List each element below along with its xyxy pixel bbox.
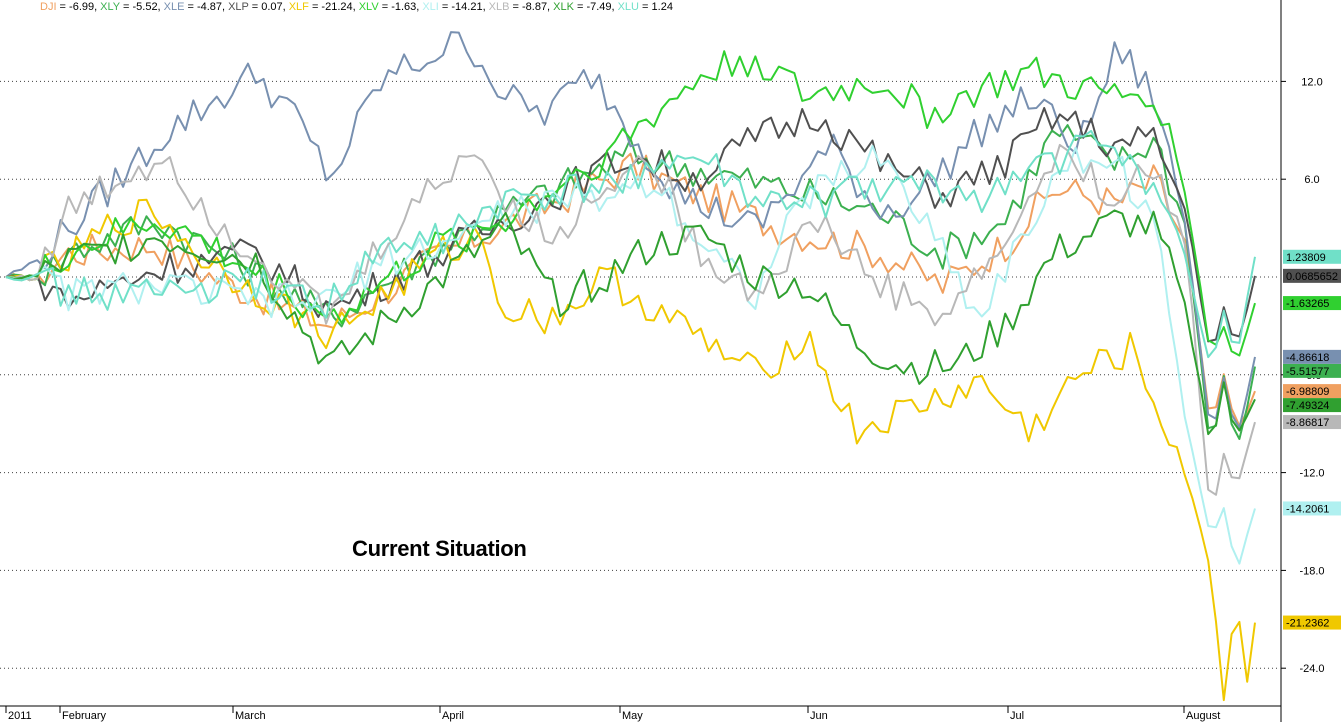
end-label-text: 1.23809 <box>1286 252 1326 264</box>
end-label-box <box>1283 501 1341 516</box>
legend-series-name: XLP <box>228 1 249 13</box>
legend-series-name: XLY <box>100 1 120 13</box>
end-label-box <box>1283 615 1341 630</box>
end-label-text: -1.63265 <box>1286 298 1329 310</box>
x-tick-label: February <box>62 710 107 722</box>
legend-series-name: XLK <box>553 1 574 13</box>
legend-item-dji: DJI = -6.99, <box>40 1 97 13</box>
end-label-text: -7.49324 <box>1286 400 1329 412</box>
x-tick-label: 2011 <box>8 710 32 722</box>
x-tick-label: Jun <box>810 710 828 722</box>
legend-series-name: DJI <box>40 1 57 13</box>
series-line-xlu <box>5 129 1256 359</box>
end-label-text: 0.0685652 <box>1286 271 1338 283</box>
end-label-xly: -5.51577 <box>1283 363 1341 378</box>
end-label-box <box>1283 296 1341 311</box>
legend-item-xly: XLY = -5.52, <box>100 1 160 13</box>
y-tick-label: -24.0 <box>1299 663 1324 675</box>
series-line-xli <box>5 144 1256 565</box>
legend-item-xlf: XLF = -21.24, <box>289 1 356 13</box>
legend-item-xlu: XLU = 1.24 <box>618 1 673 13</box>
end-label-text: -21.2362 <box>1286 618 1329 630</box>
legend-series-value: = -1.63, <box>378 1 420 13</box>
end-label-xle: -4.86618 <box>1283 349 1341 364</box>
end-label-box <box>1283 363 1341 378</box>
end-label-text: -5.51577 <box>1286 366 1329 378</box>
end-label-text: -6.98809 <box>1286 386 1329 398</box>
series-line-xlp <box>5 107 1256 343</box>
legend-item-xlb: XLB = -8.87, <box>489 1 550 13</box>
legend-item-xlv: XLV = -1.63, <box>359 1 420 13</box>
legend-series-name: XLF <box>288 1 309 13</box>
legend-series-value: = -6.99, <box>56 1 98 13</box>
legend-item-xli: XLI = -14.21, <box>422 1 485 13</box>
legend-series-name: XLV <box>358 1 379 13</box>
y-tick-label: -18.0 <box>1299 565 1324 577</box>
end-label-box <box>1283 268 1341 283</box>
x-tick-label: August <box>1186 710 1220 722</box>
y-tick-label: -12.0 <box>1299 468 1324 480</box>
legend-series-value: = -21.24, <box>308 1 356 13</box>
y-tick-label: 12.0 <box>1301 76 1322 88</box>
end-label-text: -4.86618 <box>1286 352 1329 364</box>
legend-item-xle: XLE = -4.87, <box>164 1 225 13</box>
legend-series-value: = 0.07, <box>248 1 286 13</box>
legend-series-name: XLE <box>163 1 185 13</box>
end-label-dji: -6.98809 <box>1283 384 1341 399</box>
x-tick-label: Jul <box>1010 710 1024 722</box>
end-label-text: -8.86817 <box>1286 417 1329 429</box>
legend-series-value: = -5.52, <box>119 1 161 13</box>
end-label-box <box>1283 349 1341 364</box>
series-line-xlk <box>5 209 1256 436</box>
y-tick-label: 6.0 <box>1304 174 1319 186</box>
legend-item-xlk: XLK = -7.49, <box>553 1 614 13</box>
end-label-xlp: 0.0685652 <box>1283 268 1341 283</box>
end-label-box <box>1283 398 1341 413</box>
series-line-xlv <box>5 50 1256 357</box>
series-line-xlb <box>5 143 1256 496</box>
end-label-xlu: 1.23809 <box>1283 249 1341 264</box>
x-tick-label: April <box>442 710 464 722</box>
legend-series-value: = -4.87, <box>184 1 226 13</box>
end-label-xlv: -1.63265 <box>1283 296 1341 311</box>
end-label-xli: -14.2061 <box>1283 501 1341 515</box>
legend-series-value: = -14.21, <box>438 1 486 13</box>
end-label-box <box>1283 384 1341 399</box>
legend-series-value: = 1.24 <box>639 1 673 13</box>
series-line-xlf <box>5 198 1256 702</box>
legend-series-value: = -7.49, <box>573 1 615 13</box>
end-label-box <box>1283 415 1341 430</box>
x-tick-label: May <box>622 710 643 722</box>
end-label-xlk: -7.49324 <box>1283 398 1341 413</box>
end-label-xlb: -8.86817 <box>1283 415 1341 430</box>
x-tick-label: March <box>235 710 266 722</box>
chart-annotation: Current Situation <box>352 536 527 561</box>
end-label-box <box>1283 249 1341 264</box>
legend: DJI = -6.99, XLY = -5.52, XLE = -4.87, XLP … <box>40 1 676 15</box>
legend-series-name: XLU <box>617 1 639 13</box>
end-label-xlf: -21.2362 <box>1283 615 1341 630</box>
legend-item-xlp: XLP = 0.07, <box>228 1 286 13</box>
legend-series-value: = -8.87, <box>509 1 551 13</box>
legend-series-name: XLI <box>422 1 439 13</box>
series-line-xle <box>5 31 1256 429</box>
end-label-text: -14.2061 <box>1286 503 1329 515</box>
legend-series-name: XLB <box>488 1 510 13</box>
